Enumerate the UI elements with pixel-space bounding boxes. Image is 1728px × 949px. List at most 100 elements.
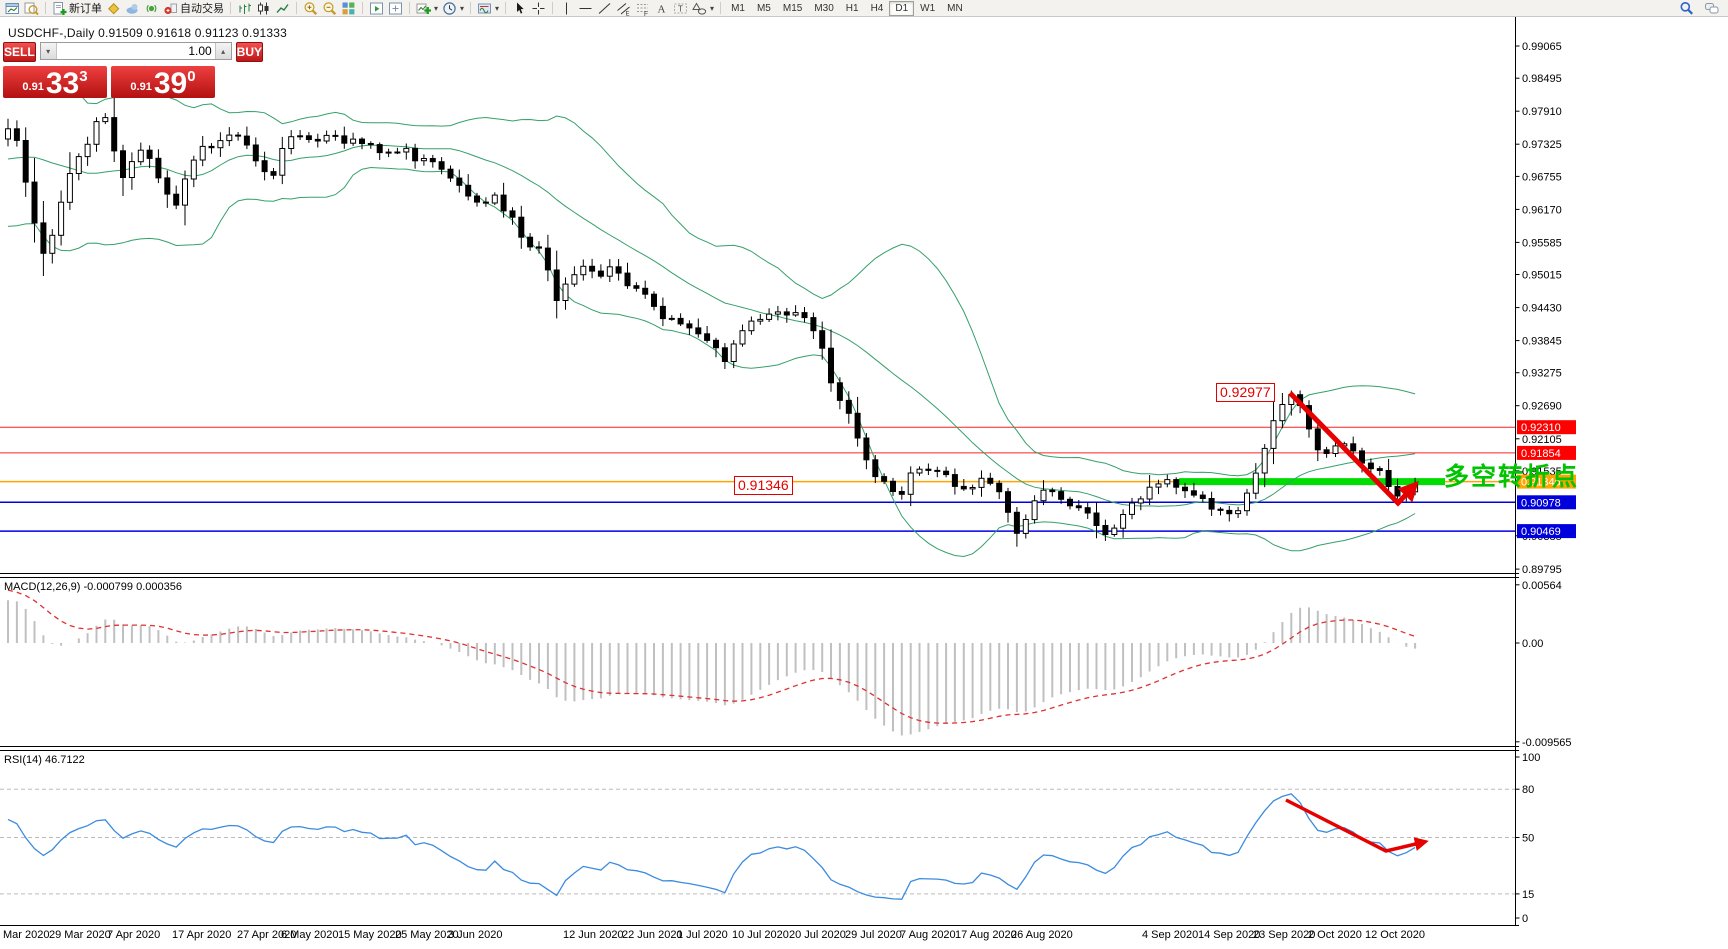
trendline-button[interactable] (595, 0, 614, 16)
dropdown-caret-icon[interactable]: ▾ (434, 3, 439, 13)
svg-text:15 May 2020: 15 May 2020 (338, 929, 402, 941)
svg-text:0.92105: 0.92105 (1522, 434, 1562, 446)
market-button[interactable] (123, 0, 142, 16)
indicator-list-icon (478, 3, 492, 13)
new-order-icon (53, 1, 67, 15)
chart-window-button[interactable] (3, 0, 22, 16)
svg-text:0.97910: 0.97910 (1522, 106, 1562, 118)
search-icon (1680, 1, 1693, 15)
add-indicator-button[interactable]: ▾ (414, 0, 440, 16)
svg-text:0.00564: 0.00564 (1522, 580, 1562, 592)
text-a-icon: A (658, 3, 666, 15)
zoom-out-button[interactable] (320, 0, 339, 16)
svg-text:0.95585: 0.95585 (1522, 237, 1562, 249)
search-button[interactable] (1677, 0, 1696, 16)
indicator-list-button[interactable]: ▾ (475, 0, 501, 16)
line-chart-icon (276, 3, 289, 13)
line-chart-button[interactable] (273, 0, 292, 16)
clock-button[interactable]: ▾ (440, 0, 466, 16)
rsi-indicator-label: RSI(14) 46.7122 (4, 754, 85, 766)
svg-text:0.92310: 0.92310 (1521, 422, 1561, 434)
chart-window-icon (5, 2, 19, 14)
zoom-in-button[interactable] (301, 0, 320, 16)
toolbar-separator (720, 2, 722, 14)
chart-zoom-icon (24, 2, 39, 15)
svg-text:0: 0 (1522, 913, 1528, 925)
dropdown-caret-icon[interactable]: ▾ (710, 3, 715, 13)
svg-text:0.89795: 0.89795 (1522, 564, 1562, 576)
shapes-button[interactable]: ▾ (690, 0, 716, 16)
new-order-label: 新订单 (69, 3, 102, 15)
text-label-button[interactable]: T (671, 0, 690, 16)
window-plus-icon (389, 2, 402, 14)
toolbar-separator (470, 2, 472, 14)
vline-button[interactable] (557, 0, 576, 16)
timeframe-mn-button[interactable]: MN (947, 2, 963, 14)
tile-windows-button[interactable] (339, 0, 358, 16)
candles-layer (5, 94, 1419, 547)
text-a-button[interactable]: A (652, 0, 671, 16)
chart-zoom-button[interactable] (22, 0, 41, 16)
sell-price-display[interactable]: 0.91 33 3 (3, 66, 107, 99)
chat-button[interactable] (1702, 0, 1721, 16)
svg-text:0.97325: 0.97325 (1522, 139, 1562, 151)
timeframe-m1-button[interactable]: M1 (731, 2, 745, 14)
svg-text:0.93275: 0.93275 (1522, 368, 1562, 380)
price-axis[interactable]: 0.99065 0.98495 0.97910 0.97325 0.96755 0.961… (1515, 41, 1577, 925)
buy-price-display[interactable]: 0.91 39 0 (111, 66, 215, 99)
crosshair-icon (532, 2, 545, 14)
timeframe-d1-button[interactable]: D1 (889, 0, 915, 16)
svg-text:0.93845: 0.93845 (1522, 336, 1562, 348)
svg-text:0.90469: 0.90469 (1521, 526, 1561, 538)
svg-text:4 Sep 2020: 4 Sep 2020 (1142, 929, 1198, 941)
timeframe-h1-button[interactable]: H1 (845, 2, 859, 14)
signals-button[interactable] (142, 0, 161, 16)
autotrade-icon (164, 3, 177, 14)
zoom-in-icon (304, 1, 318, 15)
svg-text:17 Aug 2020: 17 Aug 2020 (955, 929, 1017, 941)
fibonacci-button[interactable]: F (633, 0, 652, 16)
timeframe-m30-button[interactable]: M30 (814, 2, 834, 14)
channel-button[interactable]: E (614, 0, 633, 16)
autotrade-button[interactable]: 自动交易 (161, 0, 226, 16)
dropdown-caret-icon[interactable]: ▾ (495, 3, 500, 13)
main-toolbar: 新订单 自动交易 ▾ ▾ ▾ E F A T ▾ M1 M5 M15 M30 H1 H4 D1 W1 MN (0, 0, 1728, 17)
timeframe-m5-button[interactable]: M5 (756, 2, 771, 14)
timeframe-w1-button[interactable]: W1 (920, 2, 936, 14)
crosshair-button[interactable] (529, 0, 548, 16)
volume-increase-button[interactable]: ▴ (214, 43, 231, 59)
svg-text:0.91346: 0.91346 (1521, 477, 1561, 489)
toolbar-separator (552, 2, 554, 14)
volume-decrease-button[interactable]: ▾ (40, 43, 57, 59)
window-plus-button[interactable] (386, 0, 405, 16)
sell-button[interactable]: SELL (3, 42, 36, 62)
buy-price-prefix: 0.91 (130, 81, 152, 93)
bars-chart-icon (239, 3, 251, 14)
candles-chart-button[interactable] (254, 0, 273, 16)
svg-text:A: A (658, 3, 666, 15)
buy-button[interactable]: BUY (235, 42, 264, 62)
svg-text:E: E (626, 11, 630, 16)
svg-text:7 Apr 2020: 7 Apr 2020 (107, 929, 160, 941)
toolbar-separator (409, 2, 410, 14)
caret-up-icon: ▴ (221, 46, 226, 56)
cursor-button[interactable] (510, 0, 529, 16)
bars-chart-button[interactable] (235, 0, 254, 16)
caret-down-icon: ▾ (46, 46, 51, 56)
candles-chart-icon (258, 2, 269, 14)
timeframe-m15-button[interactable]: M15 (782, 2, 803, 14)
new-order-button[interactable]: 新订单 (50, 0, 104, 16)
svg-text:0.94430: 0.94430 (1522, 303, 1562, 315)
toolbar-separator (296, 2, 297, 14)
metaeditor-button[interactable] (104, 0, 123, 16)
svg-text:0.99065: 0.99065 (1522, 41, 1562, 53)
metaeditor-icon (108, 2, 120, 14)
dropdown-caret-icon[interactable]: ▾ (460, 3, 465, 13)
hline-button[interactable] (576, 0, 595, 16)
volume-input[interactable] (56, 43, 215, 59)
timeframe-h4-button[interactable]: H4 (870, 2, 884, 14)
macd-indicator-label: MACD(12,26,9) -0.000799 0.000356 (4, 581, 182, 593)
window-play-button[interactable] (367, 0, 386, 16)
